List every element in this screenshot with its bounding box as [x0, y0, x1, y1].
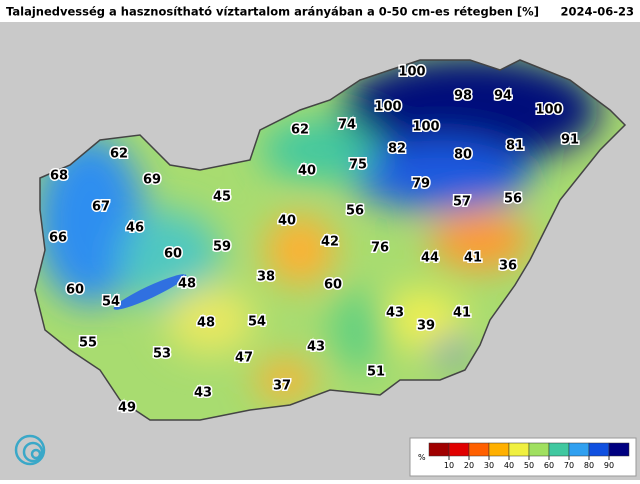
- station-value: 100: [398, 65, 425, 80]
- colorbar-tick-label: 40: [504, 461, 514, 470]
- station-value: 67: [92, 200, 110, 215]
- station-value: 43: [307, 340, 325, 355]
- station-value: 57: [453, 195, 471, 210]
- colorbar-tick-label: 80: [584, 461, 594, 470]
- station-value: 100: [535, 103, 562, 118]
- colorbar-swatch: [448, 442, 470, 457]
- colorbar-tick-label: 20: [464, 461, 474, 470]
- station-value: 47: [235, 351, 253, 366]
- station-value: 44: [421, 251, 439, 266]
- colorbar-swatch: [488, 442, 510, 457]
- station-value: 79: [412, 177, 430, 192]
- station-value: 56: [346, 204, 364, 219]
- station-value: 55: [79, 336, 97, 351]
- colorbar-unit: %: [418, 453, 426, 462]
- station-value: 54: [102, 295, 120, 310]
- colorbar-swatch: [428, 442, 450, 457]
- station-value: 43: [386, 306, 404, 321]
- station-value: 62: [110, 147, 128, 162]
- colorbar-swatch: [528, 442, 550, 457]
- colorbar-tick-label: 70: [564, 461, 574, 470]
- colorbar-swatch: [588, 442, 610, 457]
- station-value: 40: [278, 214, 296, 229]
- station-value: 36: [499, 259, 517, 274]
- station-value: 100: [412, 120, 439, 135]
- colorbar-swatch: [608, 442, 630, 457]
- station-value: 62: [291, 123, 309, 138]
- station-value: 41: [453, 306, 471, 321]
- station-value: 66: [49, 231, 67, 246]
- station-value: 81: [506, 139, 524, 154]
- station-labels: 100 98 94 100 100 100 91 62 74 82 80 81 62 75 40 79 68 69…: [47, 63, 580, 417]
- station-value: 49: [118, 401, 136, 416]
- station-value: 38: [257, 270, 275, 285]
- station-value: 56: [504, 192, 522, 207]
- colorbar-tick-label: 10: [444, 461, 454, 470]
- station-value: 39: [417, 319, 435, 334]
- station-value: 75: [349, 158, 367, 173]
- station-value: 60: [164, 247, 182, 262]
- title: Talajnedvesség a hasznosítható víztartal…: [6, 5, 539, 19]
- station-value: 100: [374, 100, 401, 115]
- station-value: 48: [178, 277, 196, 292]
- station-value: 43: [194, 386, 212, 401]
- lake: [113, 274, 187, 310]
- station-value: 42: [321, 235, 339, 250]
- station-value: 82: [388, 142, 406, 157]
- station-value: 46: [126, 221, 144, 236]
- station-value: 40: [298, 164, 316, 179]
- station-value: 37: [273, 379, 291, 394]
- colorbar-tick-label: 60: [544, 461, 554, 470]
- colorbar-swatch: [568, 442, 590, 457]
- colorbar-swatch: [508, 442, 530, 457]
- station-value: 98: [454, 89, 472, 104]
- station-value: 94: [494, 89, 512, 104]
- colorbar-tick-label: 90: [604, 461, 614, 470]
- station-value: 74: [338, 118, 356, 133]
- station-value: 91: [561, 133, 579, 148]
- logo: [14, 434, 46, 466]
- colorbar-tick-label: 30: [484, 461, 494, 470]
- station-value: 41: [464, 251, 482, 266]
- station-value: 53: [153, 347, 171, 362]
- station-value: 59: [213, 240, 231, 255]
- station-value: 69: [143, 173, 161, 188]
- station-value: 54: [248, 315, 266, 330]
- station-value: 51: [367, 365, 385, 380]
- station-value: 68: [50, 169, 68, 184]
- colorbar-swatch: [468, 442, 490, 457]
- date: 2024-06-23: [560, 5, 634, 19]
- station-value: 60: [66, 283, 84, 298]
- station-value: 80: [454, 148, 472, 163]
- station-value: 60: [324, 278, 342, 293]
- station-value: 48: [197, 316, 215, 331]
- colorbar: % 10 20 30 40 50 60 70 80 90: [418, 442, 630, 470]
- colorbar-swatch: [548, 442, 570, 457]
- title-bar: [0, 0, 640, 22]
- station-value: 76: [371, 241, 389, 256]
- colorbar-tick-label: 50: [524, 461, 534, 470]
- station-value: 45: [213, 190, 231, 205]
